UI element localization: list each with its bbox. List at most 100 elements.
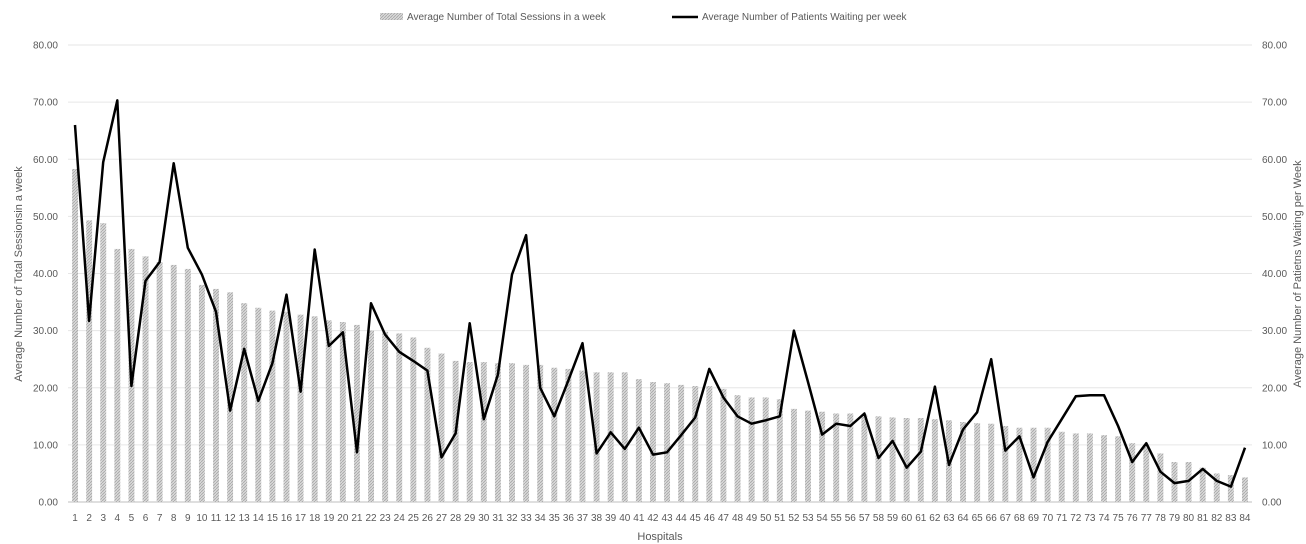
x-tick-label: 57 xyxy=(859,513,871,524)
bar xyxy=(678,384,685,502)
bar xyxy=(311,316,318,502)
x-tick-label: 84 xyxy=(1239,513,1251,524)
bar xyxy=(579,370,586,502)
bar xyxy=(607,372,614,502)
y-tick-label-left: 60.00 xyxy=(33,155,58,166)
x-tick-label: 72 xyxy=(1070,513,1082,524)
x-tick-label: 83 xyxy=(1225,513,1237,524)
x-tick-label: 16 xyxy=(281,513,293,524)
y-tick-label-right: 0.00 xyxy=(1262,498,1282,509)
bar xyxy=(509,363,515,502)
x-tick-label: 31 xyxy=(492,513,504,524)
bar xyxy=(480,362,487,502)
bar xyxy=(72,168,79,502)
bar xyxy=(720,388,727,502)
x-tick-label: 82 xyxy=(1211,513,1223,524)
bar xyxy=(537,364,544,502)
bar xyxy=(593,372,600,502)
y-tick-label-left: 20.00 xyxy=(33,383,58,394)
bar xyxy=(565,368,572,502)
bar xyxy=(466,362,473,502)
y-tick-label-right: 10.00 xyxy=(1262,440,1287,451)
bar xyxy=(1129,443,1136,502)
bar xyxy=(396,333,403,502)
x-tick-label: 40 xyxy=(619,513,631,524)
bar xyxy=(100,223,107,503)
bar-series xyxy=(72,168,1248,503)
y-axis-left-title: Average Number of Total Sessionsin a wee… xyxy=(13,166,25,382)
bar xyxy=(847,413,854,502)
x-tick-label: 19 xyxy=(323,513,335,524)
bar xyxy=(974,423,981,502)
x-tick-label: 79 xyxy=(1169,513,1181,524)
bar xyxy=(86,220,93,502)
x-tick-label: 56 xyxy=(845,513,857,524)
bar xyxy=(664,383,671,502)
y-tick-label-right: 30.00 xyxy=(1262,326,1287,337)
x-tick-label: 54 xyxy=(817,513,829,524)
x-tick-label: 34 xyxy=(535,513,547,524)
x-tick-label: 80 xyxy=(1183,513,1195,524)
bar xyxy=(1002,426,1009,502)
y-tick-label-right: 80.00 xyxy=(1262,41,1287,52)
x-tick-label: 51 xyxy=(774,513,786,524)
x-tick-label: 27 xyxy=(436,513,448,524)
x-tick-label: 46 xyxy=(704,513,716,524)
bar xyxy=(706,386,713,502)
x-tick-label: 3 xyxy=(100,513,106,524)
y-tick-label-left: 30.00 xyxy=(33,326,58,337)
bar xyxy=(142,256,149,502)
x-tick-label: 71 xyxy=(1056,513,1068,524)
x-tick-label: 4 xyxy=(115,513,121,524)
bar xyxy=(931,419,938,502)
y-tick-label-right: 20.00 xyxy=(1262,383,1287,394)
bar xyxy=(635,379,642,502)
x-tick-label: 68 xyxy=(1014,513,1026,524)
bar xyxy=(889,417,896,502)
bar xyxy=(156,262,163,502)
x-tick-label: 25 xyxy=(408,513,420,524)
x-tick-label: 29 xyxy=(464,513,476,524)
bar xyxy=(523,364,530,502)
x-tick-label: 2 xyxy=(86,513,92,524)
x-tick-label: 7 xyxy=(157,513,163,524)
bar xyxy=(734,395,741,502)
line-series xyxy=(73,99,1247,488)
x-tick-label: 9 xyxy=(185,513,191,524)
bar xyxy=(410,337,417,502)
x-tick-label: 65 xyxy=(972,513,984,524)
y-tick-label-left: 10.00 xyxy=(33,440,58,451)
x-tick-label: 43 xyxy=(661,513,673,524)
x-tick-label: 64 xyxy=(957,513,969,524)
x-tick-label: 22 xyxy=(365,513,377,524)
bar xyxy=(382,331,389,502)
bar xyxy=(762,397,769,502)
x-tick-label: 42 xyxy=(647,513,659,524)
x-tick-label: 44 xyxy=(676,513,688,524)
bar xyxy=(621,372,628,502)
bar xyxy=(114,248,121,502)
x-tick-label: 76 xyxy=(1127,513,1139,524)
bar xyxy=(424,347,431,502)
x-tick-label: 39 xyxy=(605,513,617,524)
bar xyxy=(353,324,360,502)
bar xyxy=(1072,433,1079,502)
x-tick-label: 8 xyxy=(171,513,177,524)
y-tick-label-left: 50.00 xyxy=(33,212,58,223)
x-tick-label: 5 xyxy=(129,513,135,524)
bar xyxy=(339,322,346,502)
y-tick-label-left: 0.00 xyxy=(39,498,59,509)
bar xyxy=(776,399,783,502)
bar xyxy=(748,397,755,502)
x-tick-label: 53 xyxy=(802,513,814,524)
bar xyxy=(903,418,910,502)
bar xyxy=(988,423,995,502)
x-tick-label: 17 xyxy=(295,513,307,524)
bar xyxy=(1199,467,1206,502)
bar xyxy=(1157,453,1164,502)
x-tick-label: 13 xyxy=(239,513,251,524)
bar xyxy=(1086,433,1093,502)
bar xyxy=(917,418,924,502)
x-tick-label: 66 xyxy=(986,513,998,524)
